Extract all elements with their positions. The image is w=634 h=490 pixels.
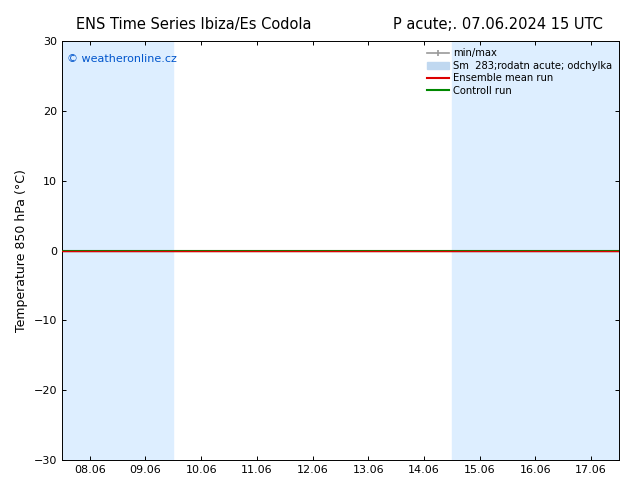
Text: P acute;. 07.06.2024 15 UTC: P acute;. 07.06.2024 15 UTC (393, 17, 603, 32)
Bar (452, 41, 508, 460)
Bar (62, 41, 118, 460)
Y-axis label: Temperature 850 hPa (°C): Temperature 850 hPa (°C) (15, 169, 28, 332)
Bar (118, 41, 173, 460)
Text: © weatheronline.cz: © weatheronline.cz (67, 53, 178, 64)
Bar (563, 41, 619, 460)
Legend: min/max, Sm  283;rodatn acute; odchylka, Ensemble mean run, Controll run: min/max, Sm 283;rodatn acute; odchylka, … (425, 46, 614, 98)
Text: ENS Time Series Ibiza/Es Codola: ENS Time Series Ibiza/Es Codola (76, 17, 311, 32)
Bar (508, 41, 563, 460)
